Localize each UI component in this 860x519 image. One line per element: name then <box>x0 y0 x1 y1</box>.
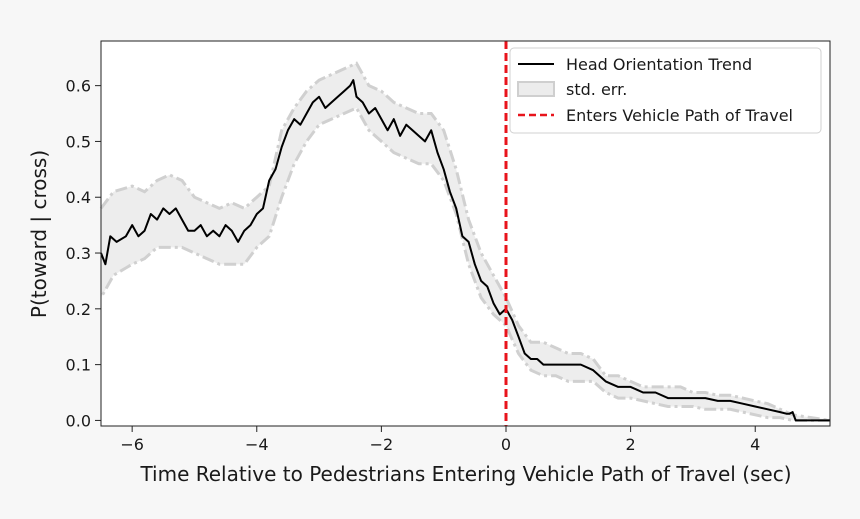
x-tick-label: 4 <box>750 435 760 454</box>
x-tick-label: 2 <box>626 435 636 454</box>
x-tick-label: −6 <box>120 435 144 454</box>
trend-line-layer <box>100 79 830 422</box>
plot-frame <box>100 40 831 427</box>
y-tick-label: 0.4 <box>66 188 91 207</box>
legend-box <box>509 47 822 134</box>
y-ticks: 0.0 0.1 0.2 0.3 0.4 0.5 0.6 <box>66 77 101 430</box>
y-tick-label: 0.0 <box>66 411 91 430</box>
legend-label-std-err: std. err. <box>566 80 627 99</box>
x-ticks: −6 −4 −2 0 2 4 <box>120 426 760 454</box>
std-err-lower-edge <box>99 106 830 422</box>
y-tick-label: 0.6 <box>66 77 91 96</box>
y-tick-label: 0.2 <box>66 300 91 319</box>
x-tick-label: 0 <box>501 435 511 454</box>
legend-label-trend: Head Orientation Trend <box>566 55 752 74</box>
std-err-band-layer <box>99 61 831 422</box>
x-tick-label: −2 <box>370 435 394 454</box>
y-tick-label: 0.5 <box>66 132 91 151</box>
legend-swatch-std-err <box>517 81 555 97</box>
x-tick-label: −4 <box>245 435 269 454</box>
y-axis-label: P(toward | cross) <box>27 150 51 318</box>
y-tick-label: 0.1 <box>66 356 91 375</box>
legend-label-vline: Enters Vehicle Path of Travel <box>566 106 793 125</box>
head-orientation-trend-line <box>100 79 830 422</box>
x-axis-label: Time Relative to Pedestrians Entering Ve… <box>139 462 791 486</box>
y-tick-label: 0.3 <box>66 244 91 263</box>
legend: Head Orientation Trend std. err. Enters … <box>509 47 822 134</box>
std-err-band <box>101 63 830 421</box>
